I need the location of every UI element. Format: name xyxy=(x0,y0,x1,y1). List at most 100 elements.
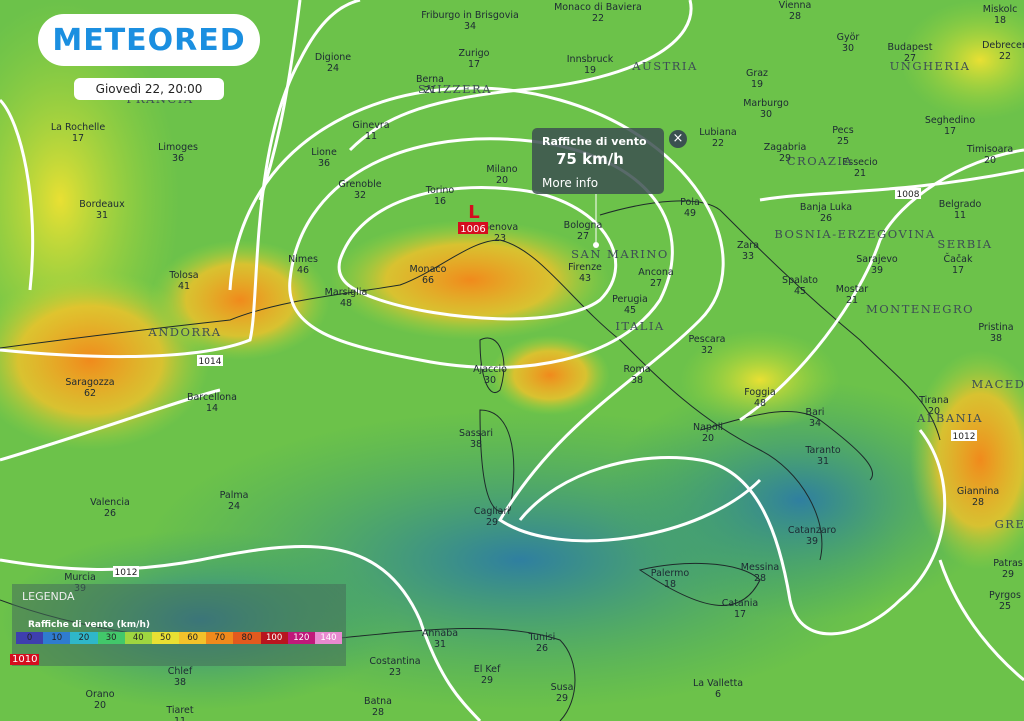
city-value: 43 xyxy=(579,273,591,284)
city-value: 38 xyxy=(470,439,482,450)
city-name: Marburgo xyxy=(743,98,789,109)
legend-step: 30 xyxy=(97,632,125,644)
city-value: 26 xyxy=(820,213,832,224)
city-name: Tunisi xyxy=(528,632,556,643)
pressure-low[interactable]: L 1006 xyxy=(458,202,488,235)
city-name: Napoli xyxy=(693,422,723,433)
legend-step: 70 xyxy=(206,632,234,644)
city-name: Digione xyxy=(315,52,351,63)
city-value: 31 xyxy=(434,639,446,650)
close-button[interactable]: × xyxy=(669,130,687,148)
city-value: 22 xyxy=(592,13,604,24)
city-name: Innsbruck xyxy=(567,54,614,65)
city-name: Spalato xyxy=(782,275,818,286)
legend-step: 120 xyxy=(287,632,315,644)
city-name: Zurigo xyxy=(459,48,490,59)
legend[interactable]: LEGENDA Raffiche di vento (km/h) 0 10 20 30… xyxy=(12,584,346,666)
city-name: Pola xyxy=(680,197,700,208)
city-value: 25 xyxy=(837,136,849,147)
legend-subtitle: Raffiche di vento (km/h) xyxy=(28,620,150,630)
city-name: Ginevra xyxy=(352,120,389,131)
city-name: Cagliari xyxy=(474,506,510,517)
isobar-label-bg xyxy=(113,566,139,577)
city-value: 27 xyxy=(904,53,916,64)
city-value: 48 xyxy=(340,298,352,309)
city-value: 22 xyxy=(712,138,724,149)
city-value: 19 xyxy=(751,79,763,90)
date: Giovedì 22, 20:00 xyxy=(74,78,224,100)
country-label: SERBIA xyxy=(937,237,992,251)
city-name: Ancona xyxy=(638,267,673,278)
city-name: Milano xyxy=(486,164,517,175)
city-name: La Rochelle xyxy=(51,122,105,133)
city-value: 23 xyxy=(494,233,506,244)
country-label: MONTENEGRO xyxy=(866,302,974,316)
isobar-label: 1008 xyxy=(897,190,920,200)
city-name: Ajaccio xyxy=(473,364,507,375)
city-name: Bari xyxy=(806,407,825,418)
country-label: BOSNIA-ERZEGOVINA xyxy=(774,227,935,241)
city-value: 36 xyxy=(172,153,184,164)
city-value: 17 xyxy=(944,126,956,137)
city-value: 20 xyxy=(94,700,106,711)
city-value: 41 xyxy=(178,281,190,292)
city-value: 20 xyxy=(496,175,508,186)
logo[interactable]: METEORED xyxy=(38,14,260,66)
city-name: La Valletta xyxy=(693,678,743,689)
legend-pressure: 1010 xyxy=(10,654,40,665)
city-value: 21 xyxy=(424,85,436,96)
popup: Raffiche di vento 75 km/h More info xyxy=(532,128,664,194)
city-name: Bordeaux xyxy=(79,199,125,210)
city-name: Grenoble xyxy=(338,179,381,190)
city-value: 39 xyxy=(806,536,818,547)
city-name: Pecs xyxy=(832,125,853,136)
city-name: Messina xyxy=(741,562,779,573)
low-box xyxy=(458,222,488,234)
city-value: 29 xyxy=(556,693,568,704)
city-value: 31 xyxy=(817,456,829,467)
city-name: Catanzaro xyxy=(788,525,837,536)
city-value: 28 xyxy=(972,497,984,508)
city-value: 30 xyxy=(842,43,854,54)
city-name: Valencia xyxy=(90,497,130,508)
city-value: 27 xyxy=(577,231,589,242)
city-value: 38 xyxy=(990,333,1002,344)
city-value: 17 xyxy=(952,265,964,276)
pin xyxy=(593,242,599,248)
legend-step: 20 xyxy=(70,632,98,644)
city-value: 66 xyxy=(422,275,434,286)
city-value: 29 xyxy=(481,675,493,686)
city-value: 34 xyxy=(809,418,821,429)
city-name: Orano xyxy=(85,689,114,700)
legend-step: 50 xyxy=(151,632,180,644)
city-name: Miskolc xyxy=(983,4,1018,15)
city-name: Banja Luka xyxy=(800,202,852,213)
city-name: Sarajevo xyxy=(856,254,898,265)
city-value: 14 xyxy=(206,403,218,414)
city-value: 36 xyxy=(318,158,330,169)
city-value: 28 xyxy=(754,573,766,584)
city-name: Susa xyxy=(551,682,574,693)
city-value: 28 xyxy=(372,707,384,718)
legend-title: LEGENDA xyxy=(22,590,75,603)
country-label: ALBANIA xyxy=(916,411,983,425)
city-value: 17 xyxy=(468,59,480,70)
more-info[interactable]: More info xyxy=(542,176,599,190)
city-name: Foggia xyxy=(744,387,775,398)
city-name: Tolosa xyxy=(168,270,198,281)
city-value: 38 xyxy=(174,677,186,688)
city-name: Nimes xyxy=(288,254,318,265)
legend-step: 100 xyxy=(260,632,288,644)
city-name: Limoges xyxy=(158,142,198,153)
city-value: 18 xyxy=(664,579,676,590)
city-value: 18 xyxy=(994,15,1006,26)
city-name: Murcia xyxy=(64,572,96,583)
city-value: 24 xyxy=(327,63,339,74)
legend-step: 60 xyxy=(179,632,207,644)
low-pressure: 1006 xyxy=(460,224,485,235)
city-value: 21 xyxy=(854,168,866,179)
country-label: SAN MARINO xyxy=(571,247,669,261)
city-name: Tirana xyxy=(918,395,949,406)
city-name: Palermo xyxy=(651,568,690,579)
